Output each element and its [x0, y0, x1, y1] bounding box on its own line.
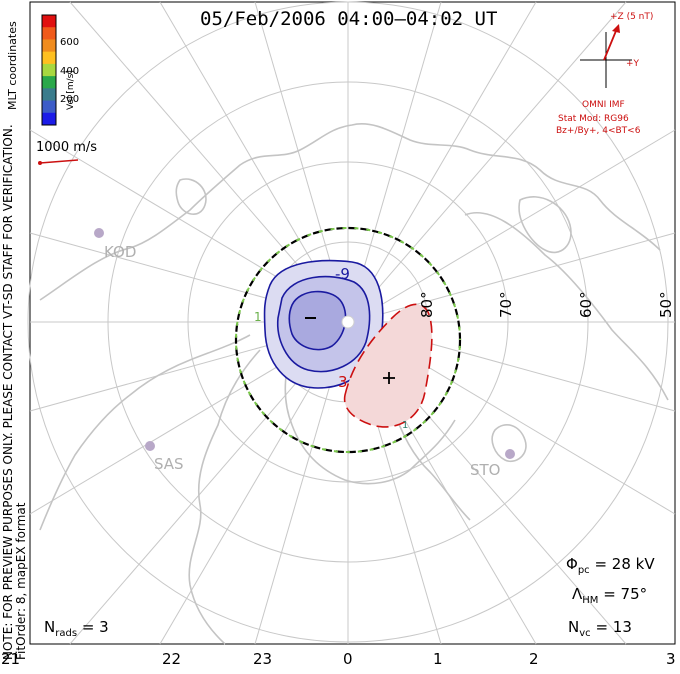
stat-nrads-symbol: N: [44, 618, 56, 636]
stat-phi-pc: Φpc = 28 kV: [566, 555, 655, 576]
negative-cell: [263, 259, 384, 389]
mlt-label-21: 21: [1, 650, 21, 668]
colorbar-block: [42, 76, 56, 89]
stat-nvc-sub: vc: [579, 628, 591, 639]
station-label-sto: STO: [470, 461, 501, 479]
colorbar-tick-600: 600: [60, 37, 80, 48]
colorbar-tick-400: 400: [60, 66, 80, 77]
negative-contour-inner: [288, 290, 347, 351]
colorbar-block: [42, 51, 56, 65]
island-wrangel: [175, 178, 207, 215]
mlt-label-22: 22: [162, 650, 182, 668]
imf-clock: [580, 24, 632, 88]
colorbar-block: [42, 88, 56, 102]
stat-lambda-value: = 75°: [603, 585, 648, 603]
fit-order-note: FitOrder: 8, mapEX format: [14, 502, 28, 660]
coast-eurasia: [39, 123, 661, 301]
imf-arrowhead: [612, 24, 620, 33]
island-novaya: [518, 196, 572, 254]
station-label-kod: KOD: [104, 243, 137, 261]
stat-nvc-value: = 13: [595, 618, 632, 636]
stat-nrads-sub: rads: [55, 628, 78, 639]
stat-phi-symbol: Φ: [566, 555, 578, 573]
mlt-label-3: 3: [666, 650, 676, 668]
colorbar-block: [42, 39, 56, 53]
lat-label-60: 60°: [577, 291, 595, 318]
stat-lambda-sub: HM: [582, 595, 599, 606]
stat-lambda-symbol: Λ: [572, 585, 583, 603]
imf-model-line1: Stat Mod: RG96: [558, 114, 629, 124]
coast-greenland: [284, 329, 456, 485]
island-iceland: [491, 424, 527, 462]
colorbar-block: [42, 27, 56, 40]
negative-contour-label: -9: [335, 265, 350, 283]
mlt-label-23: 23: [253, 650, 273, 668]
colorbar-blocks: [42, 15, 56, 126]
pole-marker: [341, 315, 355, 329]
colorbar-block: [42, 15, 56, 28]
stat-lambda-hm: ΛHM = 75°: [572, 585, 647, 606]
mlt-label-0: 0: [343, 650, 353, 668]
coast-canada: [188, 349, 261, 645]
velocity-reference-label: 1000 m/s: [36, 140, 98, 155]
stat-nrads: Nrads = 3: [44, 618, 109, 639]
station-marker-kod: [94, 228, 104, 238]
imf-source: OMNI IMF: [582, 100, 625, 110]
coast-siberia: [464, 212, 669, 401]
lat-label-80: 80°: [418, 291, 436, 318]
preview-note: NOTE: FOR PREVIEW PURPOSES ONLY. PLEASE …: [1, 124, 15, 660]
colorbar-block: [42, 63, 56, 77]
velocity-reference: [38, 159, 79, 165]
lat-label-50: 50°: [657, 291, 675, 318]
station-marker-sto: [505, 449, 515, 459]
stat-nvc-symbol: N: [568, 618, 580, 636]
colorbar-frame: [41, 14, 57, 126]
colorbar-block: [42, 112, 56, 126]
colorbar-tick-200: 200: [60, 94, 80, 105]
imf-model-line2: Bz+/By+, 4<BT<6: [556, 126, 641, 136]
coordinate-label: MLT coordinates: [6, 21, 19, 110]
station-markers: [94, 228, 515, 459]
stat-nvc: Nvc = 13: [568, 618, 632, 639]
hm-boundary-dash: [235, 227, 461, 453]
positive-cell: [343, 303, 433, 428]
mlt-label-1: 1: [433, 650, 443, 668]
imf-z-label: +Z (5 nT): [610, 12, 654, 22]
stat-phi-sub: pc: [577, 565, 590, 576]
positive-contour-outer: [343, 303, 433, 428]
station-marker-sas: [145, 441, 155, 451]
colorbar-block: [42, 100, 56, 114]
colorbar: [41, 14, 57, 126]
stat-phi-value: = 28 kV: [594, 555, 655, 573]
coast-hudson: [39, 334, 251, 531]
positive-contour-label: 3: [338, 373, 348, 391]
cell-label-left: 1: [254, 310, 262, 324]
imf-y-label: +Y: [626, 59, 640, 69]
mlt-label-2: 2: [529, 650, 539, 668]
stat-nrads-value: = 3: [81, 618, 109, 636]
lat-label-70: 70°: [497, 291, 515, 318]
velocity-reference-line: [39, 159, 79, 164]
cell-label-right: 1: [402, 420, 409, 431]
coastlines: [39, 123, 669, 645]
station-label-sas: SAS: [154, 455, 184, 473]
map-title: 05/Feb/2006 04:00–04:02 UT: [200, 8, 498, 30]
velocity-reference-dot: [38, 161, 42, 165]
